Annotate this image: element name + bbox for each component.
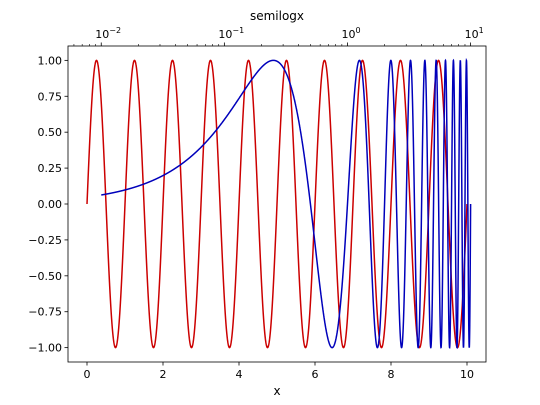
y-tick-label: 0.50	[38, 126, 63, 139]
series-line-2	[101, 57, 472, 350]
top-tick-label: 10−2	[95, 26, 121, 41]
y-tick-label: 0.25	[38, 162, 63, 175]
y-tick-label: 0.75	[38, 90, 63, 103]
top-tick-label: 101	[465, 26, 484, 41]
x-tick-label: 10	[460, 368, 474, 381]
y-tick-label: −0.25	[28, 234, 62, 247]
x-tick-label: 0	[84, 368, 91, 381]
x-tick-label: 2	[160, 368, 167, 381]
x-axis-label: x	[273, 384, 280, 398]
series-line-1	[86, 59, 468, 349]
y-tick-label: −1.00	[28, 342, 62, 355]
top-axis-label: semilogx	[250, 9, 304, 23]
y-tick-label: 0.00	[38, 198, 63, 211]
x-tick-label: 8	[388, 368, 395, 381]
plot-area: 0 2 4 6 8 10 −1.00 −0.75 −0.50 −0.25 0.00 0.25 0.50 0…	[28, 26, 487, 381]
top-tick-label: 100	[341, 26, 360, 41]
top-tick-label: 10−1	[218, 26, 244, 41]
x-tick-label: 4	[236, 368, 243, 381]
x-tick-label: 6	[312, 368, 319, 381]
y-tick-label: −0.75	[28, 306, 62, 319]
y-tick-label: −0.50	[28, 270, 62, 283]
y-tick-label: 1.00	[38, 54, 63, 67]
